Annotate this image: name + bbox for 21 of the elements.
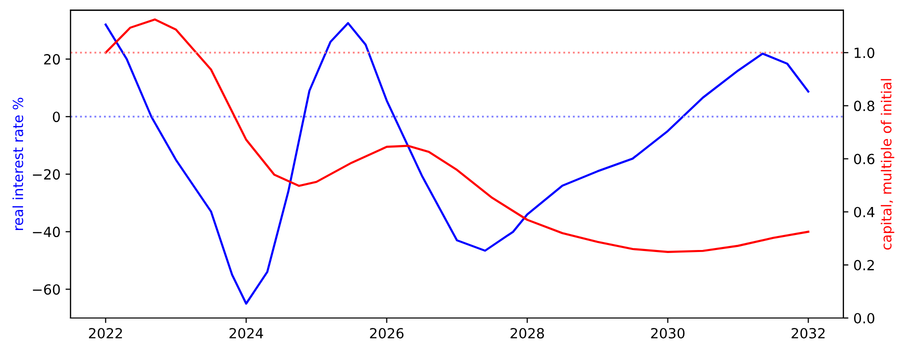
y-tick-label: 20 — [44, 54, 60, 65]
y2-tick-label: 0.2 — [854, 260, 874, 270]
y2-tick-label: 0.4 — [854, 206, 874, 218]
y-tick-label: −60 — [32, 284, 60, 295]
x-tick-label: 2028 — [510, 328, 544, 338]
x-tick-label: 2030 — [651, 328, 685, 338]
y2-axis-title: capital, multiple of initial — [880, 79, 894, 250]
y2-tick-label: 1.0 — [854, 48, 874, 58]
y2-tick-label: 0.8 — [854, 100, 874, 112]
y-tick-label: 0 — [52, 112, 60, 122]
y2-tick-label: 0.0 — [854, 312, 874, 324]
x-tick-label: 2026 — [370, 328, 404, 338]
x-tick-label: 2024 — [230, 328, 264, 338]
y-axis-title: real interest rate % — [12, 98, 24, 230]
y-tick-label: −20 — [32, 169, 60, 180]
line-series — [104, 18, 810, 253]
x-tick-label: 2032 — [792, 328, 825, 338]
x-tick-label: 2022 — [88, 328, 122, 338]
y-tick-label: −40 — [32, 226, 60, 238]
y2-tick-label: 0.6 — [854, 154, 874, 164]
line-series — [104, 22, 810, 305]
